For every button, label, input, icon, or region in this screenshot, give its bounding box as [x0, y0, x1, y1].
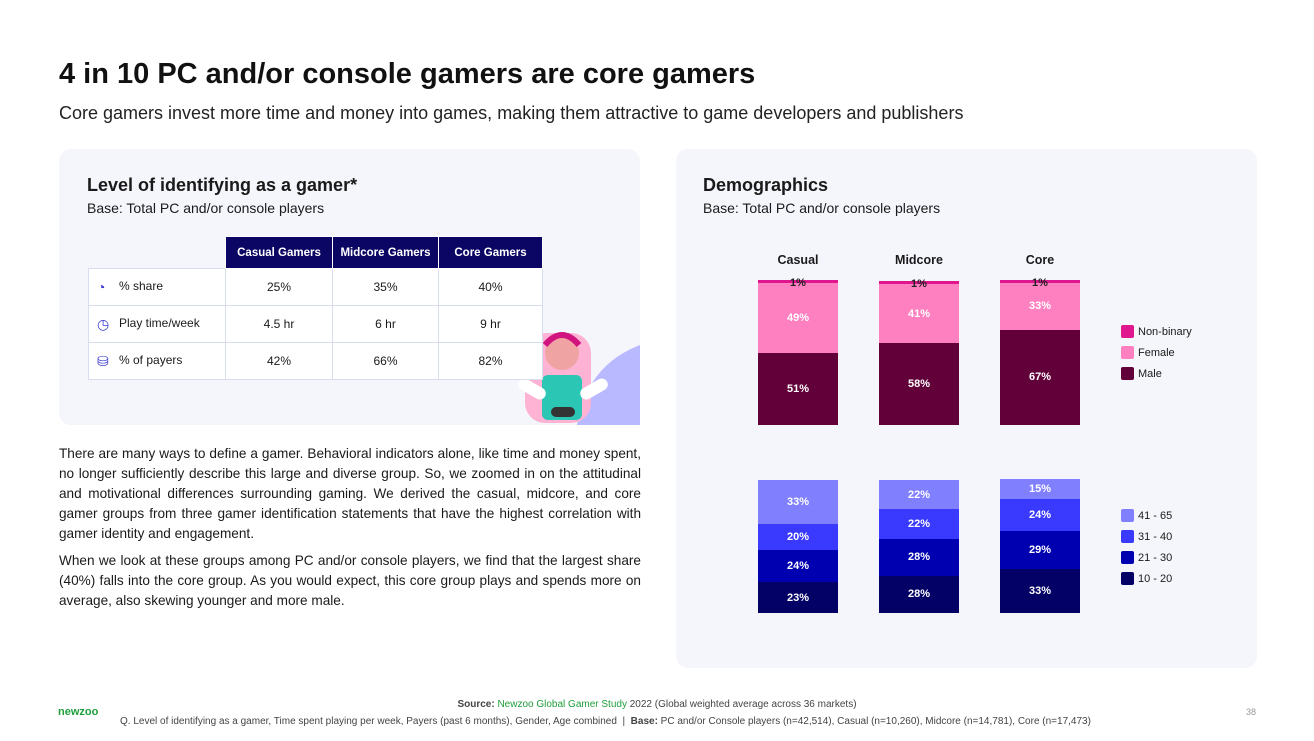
gamer-illustration: [518, 332, 640, 425]
data-label: 28%: [907, 588, 931, 601]
data-label: 22%: [907, 517, 931, 530]
data-label: 1%: [790, 277, 806, 289]
bar-segment-10-20: 23%: [758, 582, 838, 613]
column-label-casual: Casual: [777, 253, 819, 267]
bar-segment-non-binary: 1%: [758, 277, 838, 289]
card-base: Base: Total PC and/or console players: [87, 200, 325, 216]
column-label-core: Core: [1025, 253, 1055, 267]
bar-segment-male: 58%: [879, 342, 959, 425]
page-number: 38: [1246, 707, 1257, 717]
coins-icon: ⛁: [97, 353, 109, 369]
table-row: ⛁% of payers 42% 66% 82%: [88, 342, 543, 380]
legend-swatch: [1121, 367, 1134, 380]
source-link[interactable]: Newzoo Global Gamer Study: [497, 699, 627, 710]
data-label: 58%: [907, 377, 931, 390]
body-text: There are many ways to define a gamer. B…: [59, 444, 641, 618]
legend-swatch: [1121, 551, 1134, 564]
newzoo-logo: newzoo: [58, 706, 99, 718]
table-row: ◔% share 25% 35% 40%: [88, 268, 543, 306]
data-label: 24%: [1028, 508, 1052, 521]
card-title: Level of identifying as a gamer*: [87, 175, 358, 195]
bar-segment-21-30: 28%: [879, 538, 959, 576]
legend-item: 10 - 20: [1121, 572, 1172, 585]
legend-label: 10 - 20: [1138, 572, 1173, 585]
legend-item: 21 - 30: [1121, 551, 1172, 564]
bar-segment-non-binary: 1%: [879, 278, 959, 290]
data-label: 33%: [1028, 585, 1052, 598]
bar-segment-31-40: 24%: [1000, 498, 1080, 531]
legend-item: Non-binary: [1121, 325, 1192, 338]
card-base: Base: Total PC and/or console players: [703, 200, 941, 216]
base-note: Q. Level of identifying as a gamer, Time…: [120, 716, 1091, 727]
data-label: 22%: [907, 488, 931, 501]
data-label: 33%: [786, 495, 810, 508]
data-label: 51%: [786, 382, 810, 395]
legend-label: Male: [1138, 367, 1162, 380]
table-row: ◷ Play time/week 4.5 hr 6 hr 9 hr: [88, 305, 543, 343]
page-title: 4 in 10 PC and/or console gamers are cor…: [59, 58, 756, 90]
data-label: 49%: [786, 311, 810, 324]
column-label-midcore: Midcore: [895, 253, 943, 267]
bar-segment-31-40: 22%: [879, 509, 959, 539]
legend-label: Female: [1138, 346, 1175, 359]
legend-swatch: [1121, 530, 1134, 543]
clock-icon: ◷: [97, 316, 110, 332]
gamer-level-table: Casual Gamers Midcore Gamers Core Gamers…: [88, 236, 543, 380]
data-label: 23%: [786, 591, 810, 604]
legend-label: 31 - 40: [1138, 530, 1173, 543]
data-label: 28%: [907, 551, 931, 564]
header-midcore: Midcore Gamers: [332, 236, 439, 269]
bar-segment-41-65: 22%: [879, 480, 959, 510]
bar-segment-male: 51%: [758, 352, 838, 425]
legend-swatch: [1121, 509, 1134, 522]
legend-item: 41 - 65: [1121, 509, 1172, 522]
bar-segment-31-40: 20%: [758, 523, 838, 551]
data-label: 67%: [1028, 371, 1052, 384]
legend-swatch: [1121, 325, 1134, 338]
data-label: 15%: [1028, 482, 1052, 495]
bar-segment-female: 33%: [1000, 283, 1080, 330]
bar-segment-non-binary: 1%: [1000, 277, 1080, 289]
bar-segment-41-65: 15%: [1000, 478, 1080, 499]
page-subtitle: Core gamers invest more time and money i…: [59, 103, 964, 123]
bar-segment-female: 41%: [879, 284, 959, 343]
bar-segment-female: 49%: [758, 283, 838, 353]
legend-label: Non-binary: [1138, 325, 1192, 338]
bar-segment-21-30: 29%: [1000, 530, 1080, 570]
data-label: 20%: [786, 531, 810, 544]
source-note: Source: Newzoo Global Gamer Study 2022 (…: [457, 699, 857, 710]
legend-item: Female: [1121, 346, 1175, 359]
paragraph: When we look at these groups among PC an…: [59, 553, 641, 608]
legend-item: Male: [1121, 367, 1162, 380]
header-casual: Casual Gamers: [225, 236, 333, 269]
data-label: 33%: [1028, 300, 1052, 313]
legend-swatch: [1121, 572, 1134, 585]
data-label: 1%: [911, 278, 927, 291]
paragraph: There are many ways to define a gamer. B…: [59, 446, 641, 541]
pie-chart-icon: ◔: [97, 279, 106, 295]
legend-label: 21 - 30: [1138, 551, 1173, 564]
bar-segment-10-20: 28%: [879, 575, 959, 613]
legend-item: 31 - 40: [1121, 530, 1172, 543]
data-label: 1%: [1032, 277, 1048, 289]
bar-segment-male: 67%: [1000, 329, 1080, 425]
legend-label: 41 - 65: [1138, 509, 1173, 522]
header-core: Core Gamers: [438, 236, 543, 269]
card-title: Demographics: [703, 175, 829, 195]
bar-segment-10-20: 33%: [1000, 569, 1080, 613]
data-label: 24%: [786, 560, 810, 573]
data-label: 41%: [907, 307, 931, 320]
bar-segment-41-65: 33%: [758, 480, 838, 524]
bar-segment-21-30: 24%: [758, 550, 838, 583]
data-label: 29%: [1028, 543, 1052, 556]
legend-swatch: [1121, 346, 1134, 359]
